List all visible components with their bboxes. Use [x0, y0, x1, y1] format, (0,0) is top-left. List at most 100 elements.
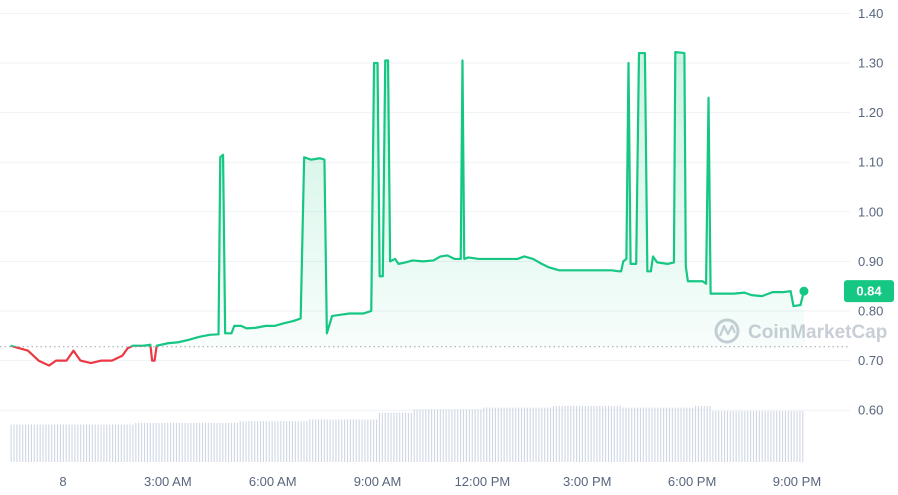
volume-bar — [100, 424, 102, 462]
volume-bar — [387, 412, 389, 462]
volume-bar — [486, 407, 488, 462]
volume-bars — [10, 405, 804, 462]
volume-bar — [729, 411, 731, 462]
volume-bar — [790, 411, 792, 462]
volume-bar — [407, 412, 409, 462]
price-line-up — [10, 50, 806, 347]
volume-bar — [599, 405, 601, 462]
volume-bar — [370, 419, 372, 462]
volume-bar — [71, 424, 73, 462]
volume-bar — [259, 421, 262, 462]
volume-bar — [216, 422, 218, 462]
volume-bar — [529, 407, 531, 462]
volume-bar — [54, 424, 56, 462]
volume-bar — [257, 421, 259, 462]
volume-bar — [312, 419, 314, 462]
volume-bar — [326, 419, 328, 462]
volume-bar — [532, 407, 534, 462]
volume-bar — [587, 405, 589, 462]
volume-bar — [607, 405, 610, 462]
volume-bar — [784, 411, 786, 462]
volume-bar — [555, 405, 557, 462]
volume-bar — [465, 409, 467, 462]
x-tick-label: 3:00 AM — [144, 474, 192, 489]
x-tick-label: 6:00 PM — [668, 474, 716, 489]
volume-bar — [135, 422, 137, 462]
volume-bar — [700, 405, 702, 462]
volume-bar — [602, 405, 604, 462]
volume-bar — [62, 424, 64, 462]
volume-bar — [274, 421, 276, 462]
volume-bar — [779, 411, 781, 462]
volume-bar — [549, 407, 552, 462]
volume-bar — [364, 419, 366, 462]
volume-bar — [161, 422, 163, 462]
volume-bar — [184, 422, 186, 462]
volume-bar — [715, 411, 717, 462]
volume-bar — [346, 419, 349, 462]
volume-bar — [106, 424, 108, 462]
volume-bar — [552, 405, 554, 462]
volume-bar — [625, 407, 627, 462]
volume-bar — [497, 407, 499, 462]
volume-bar — [361, 419, 363, 462]
volume-bar — [776, 411, 778, 462]
volume-bar — [697, 405, 699, 462]
price-line — [10, 50, 806, 367]
volume-bar — [535, 407, 537, 462]
volume-bar — [648, 407, 650, 462]
volume-bar — [660, 407, 662, 462]
volume-bar — [225, 422, 227, 462]
volume-bar — [390, 412, 392, 462]
volume-bar — [515, 407, 517, 462]
volume-bar — [787, 411, 789, 462]
volume-bar — [201, 422, 204, 462]
volume-bar — [544, 407, 546, 462]
volume-bar — [94, 424, 96, 462]
volume-bar — [297, 421, 299, 462]
volume-bar — [146, 422, 148, 462]
volume-bar — [399, 412, 401, 462]
volume-bar — [315, 419, 317, 462]
x-tick-label: 3:00 PM — [563, 474, 611, 489]
volume-bar — [460, 409, 462, 462]
volume-bar — [726, 411, 728, 462]
volume-bar — [283, 421, 285, 462]
volume-bar — [239, 421, 241, 462]
volume-bar — [581, 405, 583, 462]
volume-bar — [378, 412, 380, 462]
volume-bar — [468, 409, 470, 462]
volume-bar — [645, 407, 647, 462]
volume-bar — [654, 407, 656, 462]
volume-bar — [709, 405, 711, 462]
volume-bar — [416, 409, 418, 462]
volume-bar — [526, 407, 528, 462]
volume-bar — [193, 422, 195, 462]
volume-bar — [393, 412, 395, 462]
volume-bar — [236, 422, 238, 462]
volume-bar — [674, 407, 676, 462]
volume-bar — [39, 424, 41, 462]
volume-bar — [799, 411, 801, 462]
volume-bar — [665, 407, 668, 462]
volume-bar — [120, 424, 122, 462]
volume-bar — [491, 407, 494, 462]
y-tick-label: 1.30 — [858, 56, 883, 71]
y-tick-label: 1.20 — [858, 105, 883, 120]
volume-bar — [677, 407, 679, 462]
volume-bar — [10, 424, 12, 462]
price-area — [10, 52, 804, 347]
volume-bar — [77, 424, 79, 462]
volume-bar — [683, 407, 685, 462]
volume-bar — [738, 411, 740, 462]
volume-bar — [117, 424, 119, 462]
current-price-badge: 0.84 — [844, 280, 894, 303]
volume-bar — [228, 422, 230, 462]
volume-bar — [74, 424, 76, 462]
volume-bar — [97, 424, 99, 462]
volume-bar — [187, 422, 189, 462]
volume-bar — [410, 412, 412, 462]
volume-bar — [112, 424, 114, 462]
volume-bar — [445, 409, 447, 462]
